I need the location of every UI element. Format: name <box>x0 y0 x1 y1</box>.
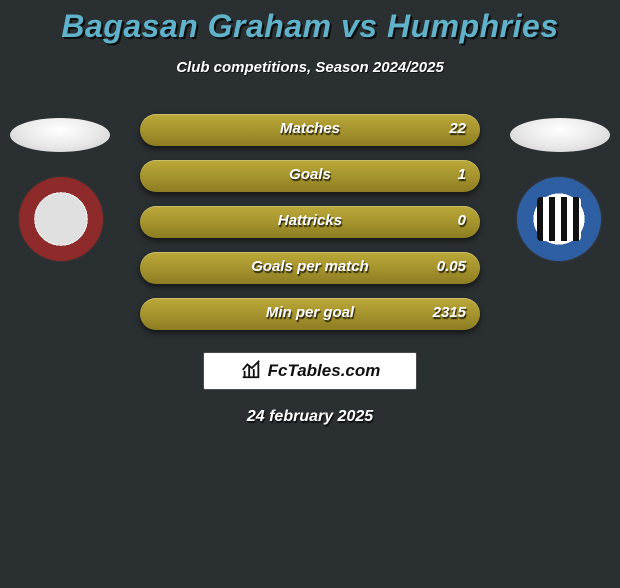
stat-row: Goals per match 0.05 <box>140 252 480 298</box>
comparison-stage: Matches 22 Goals 1 Hattricks 0 Goals per… <box>0 114 620 426</box>
stat-value-right: 0 <box>458 212 466 229</box>
club-badge-left <box>18 176 104 262</box>
page-title: Bagasan Graham vs Humphries <box>0 8 620 45</box>
player-photo-right <box>510 118 610 152</box>
stat-row: Matches 22 <box>140 114 480 160</box>
brand-text: FcTables.com <box>268 361 381 381</box>
stat-value-right: 1 <box>458 166 466 183</box>
stat-label: Goals per match <box>140 258 480 275</box>
stat-bars: Matches 22 Goals 1 Hattricks 0 Goals per… <box>140 114 480 344</box>
stat-label: Matches <box>140 120 480 137</box>
stat-row: Min per goal 2315 <box>140 298 480 344</box>
stat-row: Goals 1 <box>140 160 480 206</box>
brand-link[interactable]: FcTables.com <box>203 352 417 390</box>
stat-label: Goals <box>140 166 480 183</box>
subtitle: Club competitions, Season 2024/2025 <box>0 59 620 76</box>
stat-label: Min per goal <box>140 304 480 321</box>
stat-value-right: 0.05 <box>437 258 466 275</box>
club-badge-right <box>516 176 602 262</box>
stat-row: Hattricks 0 <box>140 206 480 252</box>
stat-label: Hattricks <box>140 212 480 229</box>
generated-date: 24 february 2025 <box>0 408 620 426</box>
stat-value-right: 2315 <box>433 304 466 321</box>
player-photo-left <box>10 118 110 152</box>
stat-value-right: 22 <box>449 120 466 137</box>
chart-icon <box>240 358 262 385</box>
